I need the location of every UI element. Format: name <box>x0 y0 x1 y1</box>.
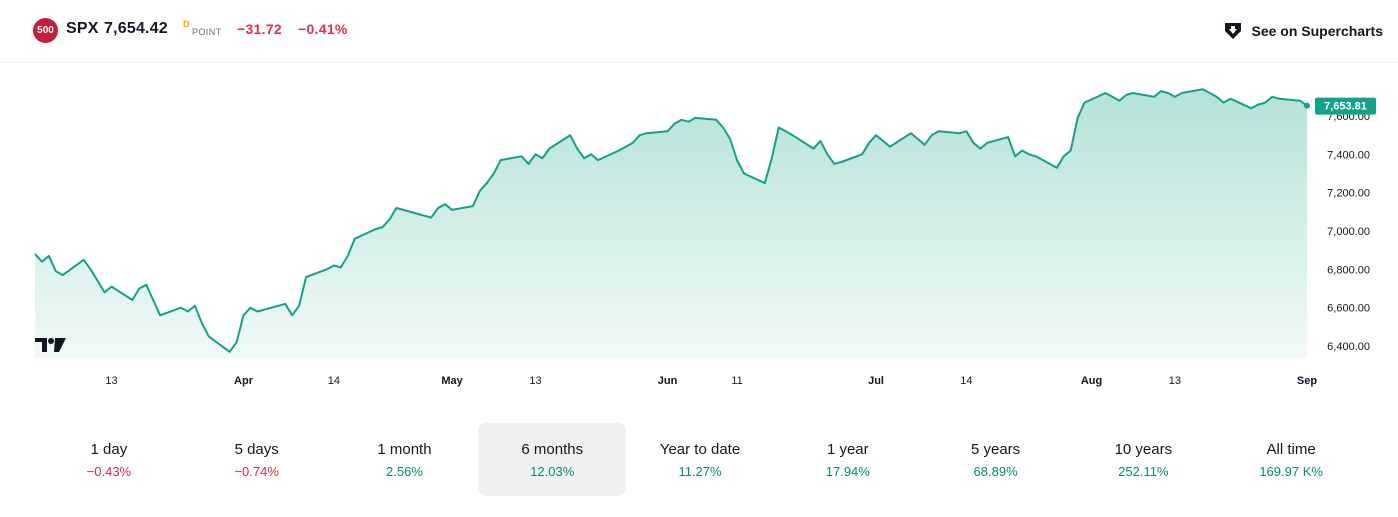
x-tick-label: Apr <box>234 375 254 387</box>
tradingview-logo <box>35 338 66 352</box>
period-10-years[interactable]: 10 years 252.11% <box>1069 423 1217 496</box>
period-label: 10 years <box>1114 440 1173 458</box>
period-1-year[interactable]: 1 year 17.94% <box>774 423 922 496</box>
y-tick-label: 7,400.00 <box>1327 149 1370 161</box>
last-value-badge <box>1315 97 1376 115</box>
y-tick-label: 6,600.00 <box>1327 303 1370 315</box>
x-tick-label: 14 <box>960 375 972 387</box>
x-tick-label: 13 <box>1169 375 1181 387</box>
price-chart[interactable]: 6,400.00 6,600.00 6,800.00 7,000.00 7,200.00… <box>0 62 1398 402</box>
last-price: 7,654.42 <box>104 20 168 37</box>
period-change: −0.43% <box>86 463 132 479</box>
price-change-percent: −0.41% <box>298 21 348 37</box>
x-tick-label: 14 <box>328 375 340 387</box>
last-value-label: 7,653.81 <box>1324 101 1367 113</box>
x-tick-label: Aug <box>1081 375 1102 387</box>
period-label: 1 month <box>377 440 432 458</box>
period-change: 11.27% <box>678 463 722 479</box>
see-on-supercharts-link[interactable]: See on Supercharts <box>1222 20 1384 42</box>
series-line[interactable] <box>34 88 1308 353</box>
supercharts-icon <box>1224 23 1241 39</box>
period-label: 1 year <box>826 440 869 458</box>
period-change: 2.56% <box>386 463 423 479</box>
y-tick-label: 6,800.00 <box>1327 264 1370 276</box>
period-change: 12.03% <box>530 463 575 479</box>
period-5-years[interactable]: 5 years 68.89% <box>922 423 1070 496</box>
period-change: 169.97 K% <box>1259 463 1323 479</box>
period-change: −0.74% <box>234 463 279 479</box>
performance-periods: 1 day −0.43% 5 days −0.74% 1 month 2.56% 6 mon… <box>35 423 1365 496</box>
symbol-header: 500 SPX 7,654.42 D POINT −31.72 −0.41% S… <box>0 0 1398 63</box>
period-label: All time <box>1266 440 1316 458</box>
delayed-marker: D <box>183 19 190 29</box>
x-tick-label: 13 <box>105 375 117 387</box>
x-tick-label: 11 <box>731 375 742 387</box>
period-label: Year to date <box>659 440 741 458</box>
y-tick-label: 6,400.00 <box>1327 341 1370 353</box>
period-label: 5 days <box>234 440 279 458</box>
y-tick-label: 7,200.00 <box>1327 188 1370 200</box>
supercharts-label: See on Supercharts <box>1251 23 1384 39</box>
period-change: 17.94% <box>825 463 870 479</box>
x-tick-label: 13 <box>529 375 541 387</box>
period-5-days[interactable]: 5 days −0.74% <box>183 423 331 496</box>
period-label: 5 years <box>970 440 1021 458</box>
period-change: 252.11% <box>1118 463 1169 479</box>
period-label: 6 months <box>521 440 584 458</box>
period-all-time[interactable]: All time 169.97 K% <box>1217 423 1365 496</box>
price-unit: POINT <box>192 27 222 37</box>
symbol-name[interactable]: SPX <box>66 20 99 37</box>
y-tick-label: 7,000.00 <box>1327 226 1370 238</box>
price-change: −31.72 <box>237 21 283 37</box>
x-tick-label: Jul <box>868 375 884 387</box>
period-year-to-date[interactable]: Year to date 11.27% <box>626 423 774 496</box>
x-tick-label: Sep <box>1297 375 1317 387</box>
series-area <box>35 89 1307 358</box>
period-1-month[interactable]: 1 month 2.56% <box>331 423 479 496</box>
last-value-dot <box>1304 102 1310 109</box>
period-6-months[interactable]: 6 months 12.03% <box>478 423 627 496</box>
index-badge: 500 <box>33 18 58 43</box>
period-label: 1 day <box>90 440 128 458</box>
x-tick-label: May <box>441 375 463 387</box>
x-tick-label: Jun <box>658 375 678 387</box>
period-change: 68.89% <box>973 463 1018 479</box>
period-1-day[interactable]: 1 day −0.43% <box>35 423 183 496</box>
